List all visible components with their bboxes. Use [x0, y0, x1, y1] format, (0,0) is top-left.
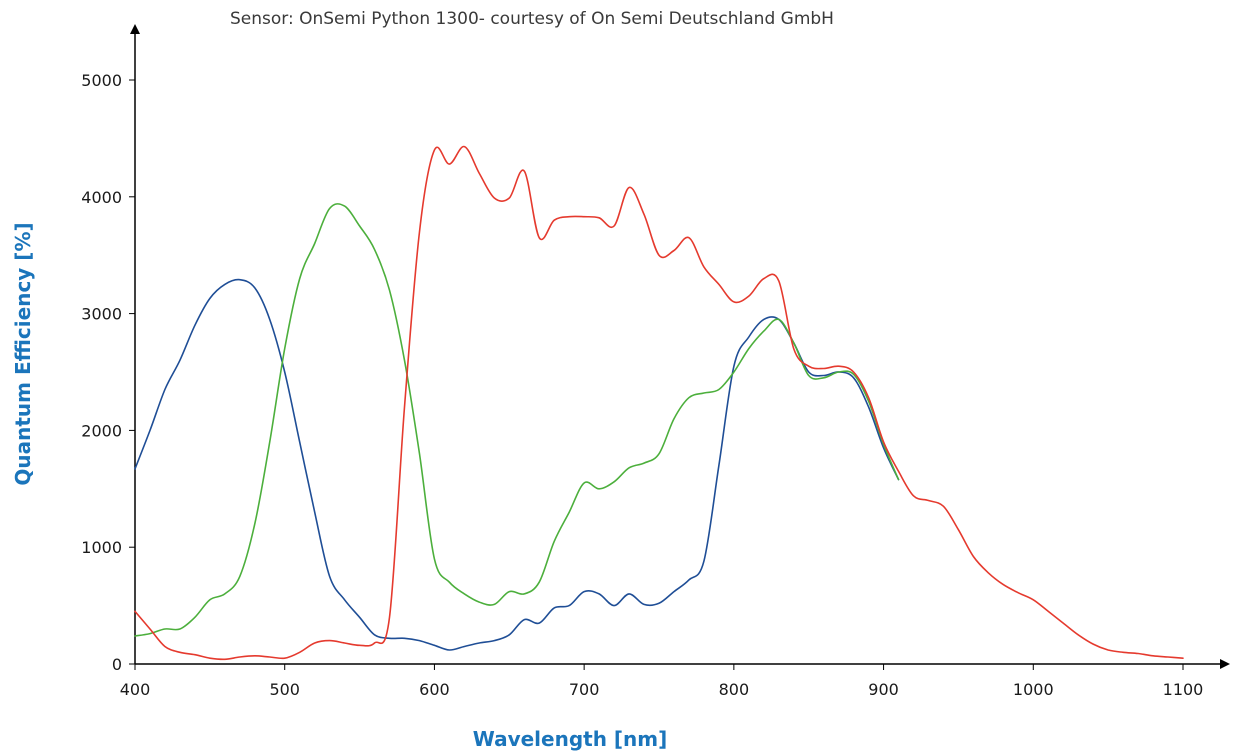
chart-title: Sensor: OnSemi Python 1300- courtesy of …: [230, 9, 834, 29]
red-series-line: [134, 145, 1184, 661]
y-tick-label: 0: [112, 655, 122, 674]
x-tick-label: 1100: [1163, 680, 1204, 699]
y-tick-label: 3000: [81, 305, 122, 324]
y-tick-label: 5000: [81, 71, 122, 90]
x-ticks: 400 500 600 700 800 900 1000 1100: [120, 664, 1204, 699]
y-tick-label: 1000: [81, 538, 122, 557]
y-ticks: 0 1000 2000 3000 4000 5000: [81, 71, 135, 674]
green-series-line: [134, 203, 900, 637]
x-tick-label: 400: [120, 680, 151, 699]
x-tick-label: 700: [569, 680, 600, 699]
y-tick-label: 2000: [81, 421, 122, 440]
x-axis-title: Wavelength [nm]: [473, 727, 668, 751]
x-tick-label: 1000: [1013, 680, 1054, 699]
y-tick-label: 4000: [81, 188, 122, 207]
series-group: [134, 145, 1184, 661]
blue-series-line: [134, 278, 900, 651]
y-axis-title: Quantum Efficiency [%]: [11, 222, 35, 485]
x-tick-label: 900: [868, 680, 899, 699]
x-tick-label: 600: [419, 680, 450, 699]
x-tick-label: 500: [269, 680, 300, 699]
x-tick-label: 800: [719, 680, 750, 699]
